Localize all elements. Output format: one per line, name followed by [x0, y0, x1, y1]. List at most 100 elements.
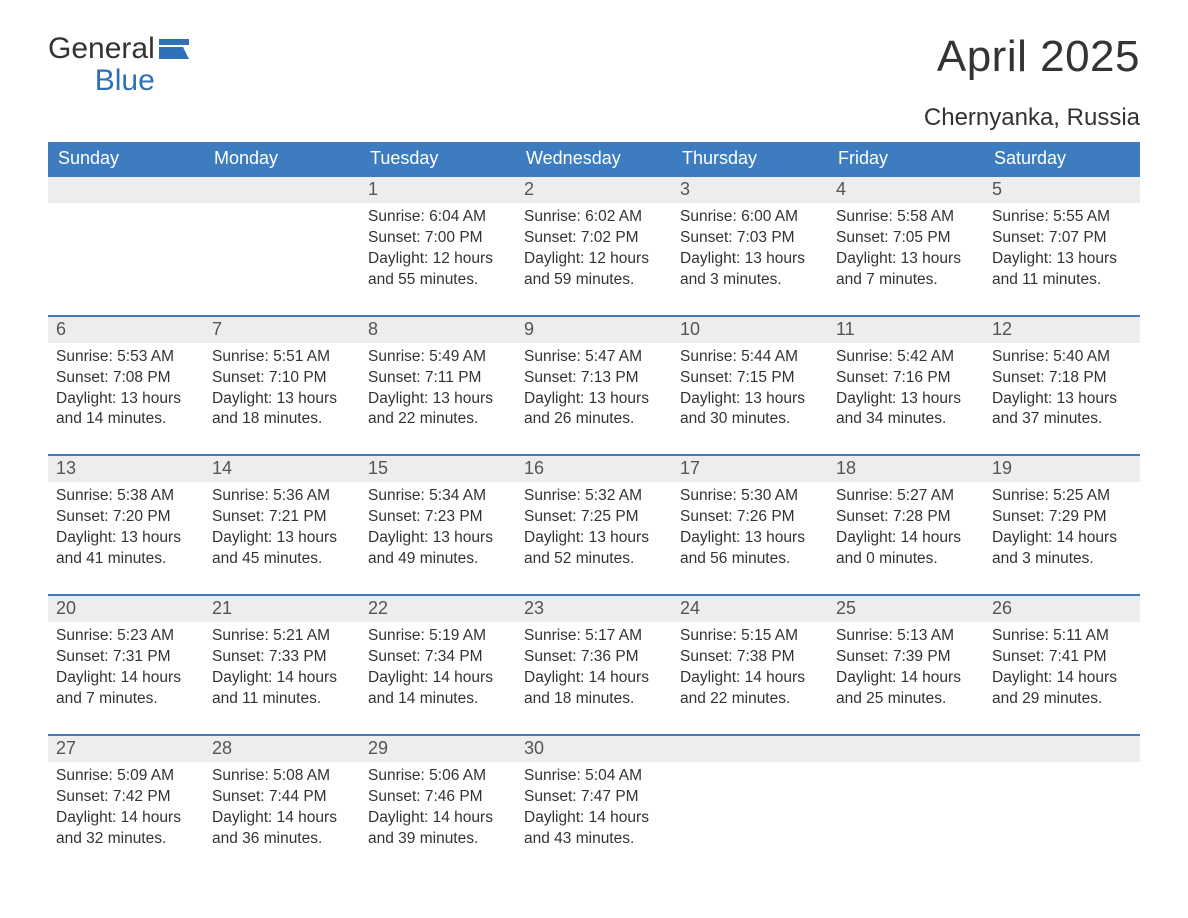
day-details: Sunrise: 5:58 AMSunset: 7:05 PMDaylight:…	[828, 203, 984, 315]
calendar-day-cell: 17Sunrise: 5:30 AMSunset: 7:26 PMDayligh…	[672, 455, 828, 595]
sunset-line: Sunset: 7:39 PM	[836, 647, 976, 668]
day-details: Sunrise: 5:55 AMSunset: 7:07 PMDaylight:…	[984, 203, 1140, 315]
sunrise-line: Sunrise: 5:47 AM	[524, 347, 664, 368]
day-number: 13	[48, 456, 204, 482]
sunset-line: Sunset: 7:08 PM	[56, 368, 196, 389]
daylight-line: Daylight: 14 hours and 32 minutes.	[56, 808, 196, 850]
sunset-line: Sunset: 7:16 PM	[836, 368, 976, 389]
day-number	[48, 177, 204, 203]
calendar-day-cell: 5Sunrise: 5:55 AMSunset: 7:07 PMDaylight…	[984, 176, 1140, 316]
calendar-empty-cell	[672, 735, 828, 874]
calendar-week-row: 27Sunrise: 5:09 AMSunset: 7:42 PMDayligh…	[48, 735, 1140, 874]
daylight-line: Daylight: 14 hours and 36 minutes.	[212, 808, 352, 850]
daylight-line: Daylight: 13 hours and 22 minutes.	[368, 389, 508, 431]
calendar-empty-cell	[828, 735, 984, 874]
sunrise-line: Sunrise: 5:23 AM	[56, 626, 196, 647]
weekday-header-row: SundayMondayTuesdayWednesdayThursdayFrid…	[48, 142, 1140, 176]
sunset-line: Sunset: 7:07 PM	[992, 228, 1132, 249]
day-details: Sunrise: 5:47 AMSunset: 7:13 PMDaylight:…	[516, 343, 672, 455]
weekday-header: Monday	[204, 142, 360, 176]
calendar-day-cell: 21Sunrise: 5:21 AMSunset: 7:33 PMDayligh…	[204, 595, 360, 735]
calendar-day-cell: 18Sunrise: 5:27 AMSunset: 7:28 PMDayligh…	[828, 455, 984, 595]
sunrise-line: Sunrise: 5:36 AM	[212, 486, 352, 507]
daylight-line: Daylight: 14 hours and 22 minutes.	[680, 668, 820, 710]
sunrise-line: Sunrise: 5:27 AM	[836, 486, 976, 507]
day-details: Sunrise: 5:27 AMSunset: 7:28 PMDaylight:…	[828, 482, 984, 594]
calendar-day-cell: 6Sunrise: 5:53 AMSunset: 7:08 PMDaylight…	[48, 316, 204, 456]
daylight-line: Daylight: 13 hours and 49 minutes.	[368, 528, 508, 570]
calendar-day-cell: 16Sunrise: 5:32 AMSunset: 7:25 PMDayligh…	[516, 455, 672, 595]
weekday-header: Sunday	[48, 142, 204, 176]
sunset-line: Sunset: 7:25 PM	[524, 507, 664, 528]
daylight-line: Daylight: 13 hours and 18 minutes.	[212, 389, 352, 431]
sunset-line: Sunset: 7:33 PM	[212, 647, 352, 668]
daylight-line: Daylight: 13 hours and 7 minutes.	[836, 249, 976, 291]
sunset-line: Sunset: 7:02 PM	[524, 228, 664, 249]
day-number	[204, 177, 360, 203]
sunset-line: Sunset: 7:05 PM	[836, 228, 976, 249]
sunset-line: Sunset: 7:23 PM	[368, 507, 508, 528]
day-number: 7	[204, 317, 360, 343]
calendar-day-cell: 10Sunrise: 5:44 AMSunset: 7:15 PMDayligh…	[672, 316, 828, 456]
day-number: 28	[204, 736, 360, 762]
calendar-day-cell: 15Sunrise: 5:34 AMSunset: 7:23 PMDayligh…	[360, 455, 516, 595]
calendar-day-cell: 23Sunrise: 5:17 AMSunset: 7:36 PMDayligh…	[516, 595, 672, 735]
weekday-header: Wednesday	[516, 142, 672, 176]
day-details	[672, 762, 828, 872]
sunset-line: Sunset: 7:29 PM	[992, 507, 1132, 528]
day-number: 21	[204, 596, 360, 622]
day-number: 10	[672, 317, 828, 343]
sunrise-line: Sunrise: 5:13 AM	[836, 626, 976, 647]
day-number: 3	[672, 177, 828, 203]
sunrise-line: Sunrise: 5:30 AM	[680, 486, 820, 507]
sunset-line: Sunset: 7:13 PM	[524, 368, 664, 389]
day-number: 25	[828, 596, 984, 622]
day-details: Sunrise: 5:23 AMSunset: 7:31 PMDaylight:…	[48, 622, 204, 734]
day-details: Sunrise: 5:44 AMSunset: 7:15 PMDaylight:…	[672, 343, 828, 455]
sunrise-line: Sunrise: 5:51 AM	[212, 347, 352, 368]
sunset-line: Sunset: 7:00 PM	[368, 228, 508, 249]
calendar-day-cell: 2Sunrise: 6:02 AMSunset: 7:02 PMDaylight…	[516, 176, 672, 316]
weekday-header: Saturday	[984, 142, 1140, 176]
day-details: Sunrise: 6:00 AMSunset: 7:03 PMDaylight:…	[672, 203, 828, 315]
sunrise-line: Sunrise: 5:19 AM	[368, 626, 508, 647]
brand-flag-icon	[159, 39, 189, 59]
calendar-day-cell: 1Sunrise: 6:04 AMSunset: 7:00 PMDaylight…	[360, 176, 516, 316]
calendar-empty-cell	[48, 176, 204, 316]
day-number	[984, 736, 1140, 762]
sunrise-line: Sunrise: 6:04 AM	[368, 207, 508, 228]
day-details: Sunrise: 5:30 AMSunset: 7:26 PMDaylight:…	[672, 482, 828, 594]
sunset-line: Sunset: 7:03 PM	[680, 228, 820, 249]
sunrise-line: Sunrise: 5:49 AM	[368, 347, 508, 368]
day-details	[828, 762, 984, 872]
sunrise-line: Sunrise: 6:02 AM	[524, 207, 664, 228]
day-number: 12	[984, 317, 1140, 343]
sunrise-line: Sunrise: 5:04 AM	[524, 766, 664, 787]
calendar-empty-cell	[984, 735, 1140, 874]
daylight-line: Daylight: 13 hours and 52 minutes.	[524, 528, 664, 570]
sunset-line: Sunset: 7:18 PM	[992, 368, 1132, 389]
calendar-body: 1Sunrise: 6:04 AMSunset: 7:00 PMDaylight…	[48, 176, 1140, 873]
daylight-line: Daylight: 14 hours and 18 minutes.	[524, 668, 664, 710]
day-number: 16	[516, 456, 672, 482]
calendar-empty-cell	[204, 176, 360, 316]
day-number: 6	[48, 317, 204, 343]
day-details: Sunrise: 5:34 AMSunset: 7:23 PMDaylight:…	[360, 482, 516, 594]
calendar-week-row: 1Sunrise: 6:04 AMSunset: 7:00 PMDaylight…	[48, 176, 1140, 316]
day-details: Sunrise: 5:42 AMSunset: 7:16 PMDaylight:…	[828, 343, 984, 455]
day-number: 22	[360, 596, 516, 622]
sunset-line: Sunset: 7:47 PM	[524, 787, 664, 808]
daylight-line: Daylight: 14 hours and 0 minutes.	[836, 528, 976, 570]
day-details: Sunrise: 5:21 AMSunset: 7:33 PMDaylight:…	[204, 622, 360, 734]
day-details: Sunrise: 6:04 AMSunset: 7:00 PMDaylight:…	[360, 203, 516, 315]
day-number: 29	[360, 736, 516, 762]
sunset-line: Sunset: 7:41 PM	[992, 647, 1132, 668]
calendar-day-cell: 20Sunrise: 5:23 AMSunset: 7:31 PMDayligh…	[48, 595, 204, 735]
daylight-line: Daylight: 13 hours and 45 minutes.	[212, 528, 352, 570]
calendar-day-cell: 24Sunrise: 5:15 AMSunset: 7:38 PMDayligh…	[672, 595, 828, 735]
sunrise-line: Sunrise: 5:06 AM	[368, 766, 508, 787]
day-number	[672, 736, 828, 762]
calendar-day-cell: 14Sunrise: 5:36 AMSunset: 7:21 PMDayligh…	[204, 455, 360, 595]
day-number: 17	[672, 456, 828, 482]
day-details: Sunrise: 5:51 AMSunset: 7:10 PMDaylight:…	[204, 343, 360, 455]
